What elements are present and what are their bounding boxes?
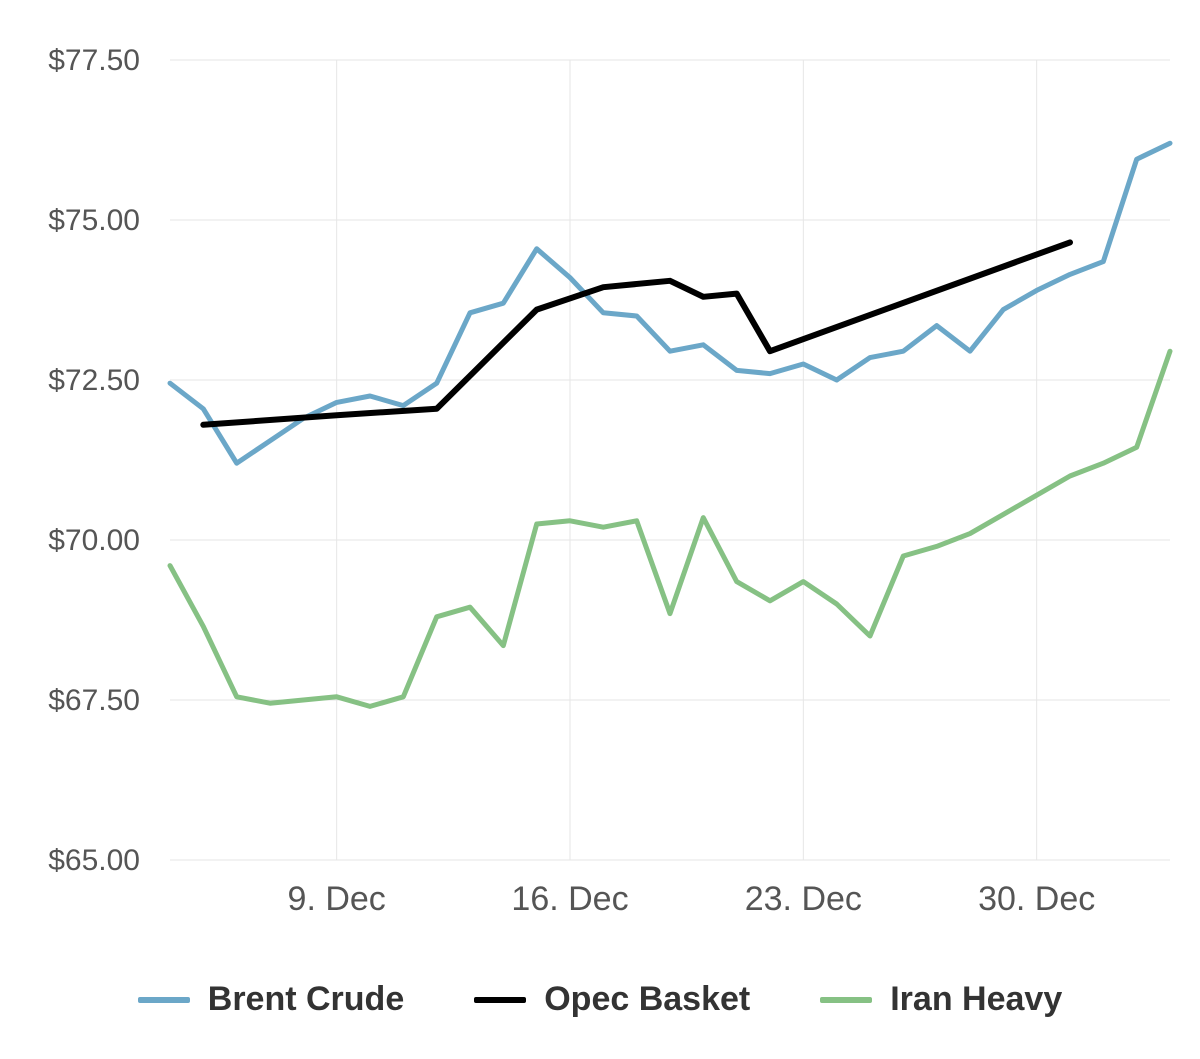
y-tick-label: $72.50 bbox=[48, 364, 140, 397]
y-tick-label: $75.00 bbox=[48, 204, 140, 237]
y-tick-label: $70.00 bbox=[48, 524, 140, 557]
legend-swatch bbox=[474, 997, 526, 1003]
legend-swatch bbox=[820, 997, 872, 1003]
y-tick-label: $67.50 bbox=[48, 684, 140, 717]
legend-label: Iran Heavy bbox=[890, 980, 1062, 1019]
legend-item[interactable]: Iran Heavy bbox=[820, 980, 1062, 1019]
oil-price-chart: $65.00 $67.50 $70.00 $72.50 $75.00 $77.50 9. D… bbox=[0, 0, 1200, 1059]
chart-svg: $65.00 $67.50 $70.00 $72.50 $75.00 $77.50 9. D… bbox=[0, 0, 1200, 1059]
legend-label: Opec Basket bbox=[544, 980, 750, 1019]
legend-label: Brent Crude bbox=[208, 980, 404, 1019]
y-tick-label: $65.00 bbox=[48, 844, 140, 877]
legend-item[interactable]: Brent Crude bbox=[138, 980, 404, 1019]
x-tick-label: 9. Dec bbox=[288, 880, 386, 918]
y-tick-label: $77.50 bbox=[48, 44, 140, 77]
legend-swatch bbox=[138, 997, 190, 1003]
x-tick-label: 30. Dec bbox=[978, 880, 1095, 918]
x-tick-label: 23. Dec bbox=[745, 880, 862, 918]
legend: Brent Crude Opec Basket Iran Heavy bbox=[0, 980, 1200, 1019]
x-tick-label: 16. Dec bbox=[511, 880, 628, 918]
legend-item[interactable]: Opec Basket bbox=[474, 980, 750, 1019]
